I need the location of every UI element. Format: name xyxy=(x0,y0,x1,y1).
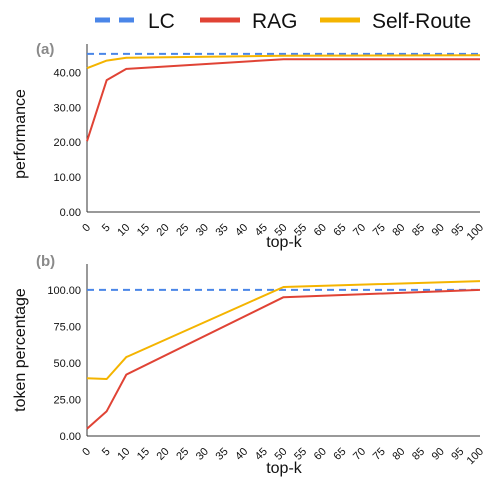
panel-b-x-tick-label: 40 xyxy=(233,446,250,463)
panel-a-x-tick-label: 35 xyxy=(214,222,231,239)
legend-label-rag: RAG xyxy=(252,10,298,33)
panel-b-x-tick-label: 15 xyxy=(135,446,152,463)
panel-b-y-tick-label: 100.00 xyxy=(47,285,81,297)
panel-b-letter: (b) xyxy=(36,253,55,270)
panel-a-y-tick-label: 20.00 xyxy=(53,137,81,149)
panel-a-x-tick-label: 95 xyxy=(449,222,466,239)
panel-b-x-tick-label: 20 xyxy=(155,446,172,463)
panel-b-x-tick-label: 25 xyxy=(174,446,191,463)
panel-b-y-tick-label: 25.00 xyxy=(53,394,81,406)
panel-b-y-tick-label: 50.00 xyxy=(53,358,81,370)
panel-b-x-axis-title: top-k xyxy=(266,460,303,477)
panel-b-x-tick-label: 90 xyxy=(430,446,447,463)
panel-a-series-self-route-line xyxy=(86,54,481,70)
panel-b-series-self-route-line xyxy=(86,280,481,380)
panel-a-x-tick-label: 10 xyxy=(115,222,132,239)
panel-b-x-tick-label: 100 xyxy=(465,446,486,467)
panel-a-x-tick-label: 0 xyxy=(80,222,93,235)
panel-b-x-tick-label: 75 xyxy=(371,446,388,463)
panel-a-x-tick-label: 65 xyxy=(331,222,348,239)
panel-a-x-axis-title: top-k xyxy=(266,234,303,251)
panel-a-x-tick-label: 5 xyxy=(100,222,113,235)
panel-a-x-tick-label: 85 xyxy=(410,222,427,239)
panel-a-letter: (a) xyxy=(36,41,54,58)
panel-a-x-tick-label: 15 xyxy=(135,222,152,239)
panel-b-x-tick-label: 95 xyxy=(449,446,466,463)
panel-a-x-tick-label: 80 xyxy=(390,222,407,239)
panel-a-y-axis-title: performance xyxy=(12,89,29,179)
panel-b-x-tick-label: 35 xyxy=(214,446,231,463)
panel-b-x-tick-label: 65 xyxy=(331,446,348,463)
panel-b-series-rag-line xyxy=(86,288,481,430)
panel-a-x-tick-label: 100 xyxy=(465,222,486,243)
panel-b-y-tick-label: 75.00 xyxy=(53,321,81,333)
panel-b-y-axis-title: token percentage xyxy=(12,288,29,412)
panel-b-x-tick-label: 5 xyxy=(100,446,113,459)
panel-a: (a) performance top-k 0.00 10.00 20.00 30.0… xyxy=(12,41,486,251)
panel-a-y-tick-label: 40.00 xyxy=(53,67,81,79)
panel-a-x-tick-label: 60 xyxy=(312,222,329,239)
panel-a-x-tick-label: 40 xyxy=(233,222,250,239)
panel-a-y-tick-label: 0.00 xyxy=(60,207,81,219)
panel-b: (b) token percentage top-k 0.00 25.00 50.0… xyxy=(12,253,486,477)
panel-b-x-tick-label: 70 xyxy=(351,446,368,463)
panel-a-y-tick-label: 30.00 xyxy=(53,102,81,114)
panel-a-series-rag-line xyxy=(86,58,480,142)
legend: LC RAG Self-Route xyxy=(95,10,471,33)
legend-label-self-route: Self-Route xyxy=(372,10,471,33)
panel-a-x-tick-label: 25 xyxy=(174,222,191,239)
panel-a-x-tick-label: 20 xyxy=(155,222,172,239)
panel-b-x-tick-label: 10 xyxy=(115,446,132,463)
panel-b-x-tick-label: 30 xyxy=(194,446,211,463)
panel-b-x-tick-label: 60 xyxy=(312,446,329,463)
panel-a-x-tick-label: 75 xyxy=(371,222,388,239)
legend-label-lc: LC xyxy=(148,10,175,33)
panel-a-y-tick-label: 10.00 xyxy=(53,172,81,184)
panel-b-x-tick-label: 0 xyxy=(80,446,93,459)
panel-a-x-tick-label: 70 xyxy=(351,222,368,239)
panel-b-x-tick-label: 85 xyxy=(410,446,427,463)
panel-b-x-tick-label: 80 xyxy=(390,446,407,463)
panel-a-x-tick-label: 30 xyxy=(194,222,211,239)
panel-a-x-tick-label: 90 xyxy=(430,222,447,239)
panel-b-y-tick-label: 0.00 xyxy=(60,431,81,443)
